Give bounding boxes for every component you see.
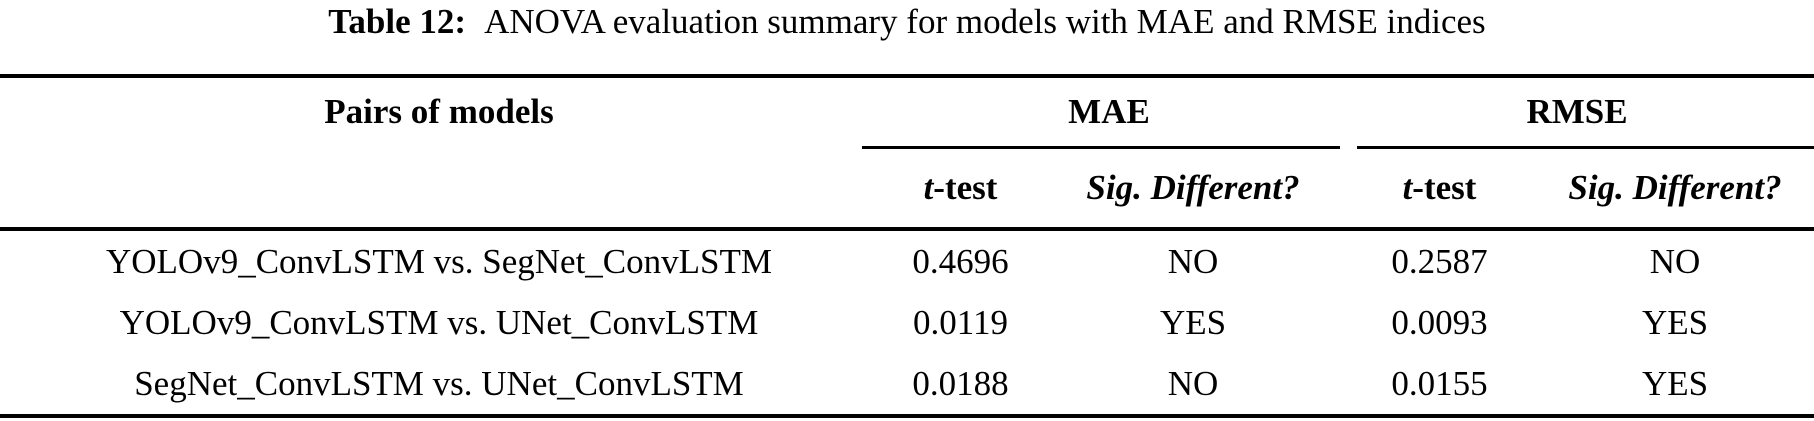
- group-header-rmse: RMSE: [1526, 92, 1628, 131]
- table-row: SegNet_ConvLSTM vs. UNet_ConvLSTM 0.0188…: [0, 353, 1814, 414]
- rmse-sig-different-value: YES: [1641, 363, 1709, 403]
- table-row: YOLOv9_ConvLSTM vs. SegNet_ConvLSTM 0.46…: [0, 231, 1814, 292]
- cmidrule-row: [0, 146, 1814, 149]
- mae-t-test-value: 0.4696: [912, 241, 1009, 281]
- sub-header-row: t-test Sig. Different? t-test Sig. Diffe…: [0, 149, 1814, 231]
- sub-header-rmse-t-test: t-test: [1343, 168, 1536, 208]
- rmse-sig-different-value: YES: [1641, 302, 1709, 342]
- sub-header-mae-sig-different: Sig. Different?: [1086, 168, 1300, 207]
- mae-t-test-value: 0.0119: [913, 302, 1008, 342]
- rmse-t-test-value: 0.2587: [1391, 241, 1488, 281]
- anova-summary-table: Pairs of models MAE RMSE t-test Sig. Dif…: [0, 74, 1814, 418]
- mae-cmidrule: [862, 146, 1340, 149]
- table-caption: Table 12: ANOVA evaluation summary for mo…: [0, 0, 1814, 44]
- mae-sig-different-value: NO: [1167, 363, 1219, 403]
- sub-header-mae-t-test: t-test: [878, 168, 1043, 208]
- group-header-row: Pairs of models MAE RMSE: [0, 78, 1814, 146]
- rmse-t-test-value: 0.0093: [1391, 302, 1488, 342]
- t-test-rest: -test: [933, 168, 998, 207]
- table-caption-text: ANOVA evaluation summary for models with…: [484, 2, 1486, 41]
- mae-sig-different-value: YES: [1159, 302, 1227, 342]
- mae-sig-different-value: NO: [1167, 241, 1219, 281]
- t-test-italic-t: t: [1402, 168, 1413, 207]
- table-row: YOLOv9_ConvLSTM vs. UNet_ConvLSTM 0.0119…: [0, 292, 1814, 353]
- table-caption-label: Table 12:: [328, 2, 467, 41]
- t-test-italic-t: t: [923, 168, 934, 207]
- mae-t-test-value: 0.0188: [912, 363, 1009, 403]
- pair-name: SegNet_ConvLSTM vs. UNet_ConvLSTM: [134, 363, 744, 403]
- rmse-cmidrule: [1357, 146, 1814, 149]
- rmse-sig-different-value: NO: [1649, 241, 1701, 281]
- column-header-pairs-of-models: Pairs of models: [324, 92, 554, 131]
- rmse-t-test-value: 0.0155: [1391, 363, 1488, 403]
- sub-header-rmse-sig-different: Sig. Different?: [1568, 168, 1782, 207]
- pair-name: YOLOv9_ConvLSTM vs. UNet_ConvLSTM: [119, 302, 759, 342]
- group-header-mae: MAE: [1068, 92, 1150, 131]
- t-test-rest: -test: [1412, 168, 1477, 207]
- pair-name: YOLOv9_ConvLSTM vs. SegNet_ConvLSTM: [106, 241, 772, 281]
